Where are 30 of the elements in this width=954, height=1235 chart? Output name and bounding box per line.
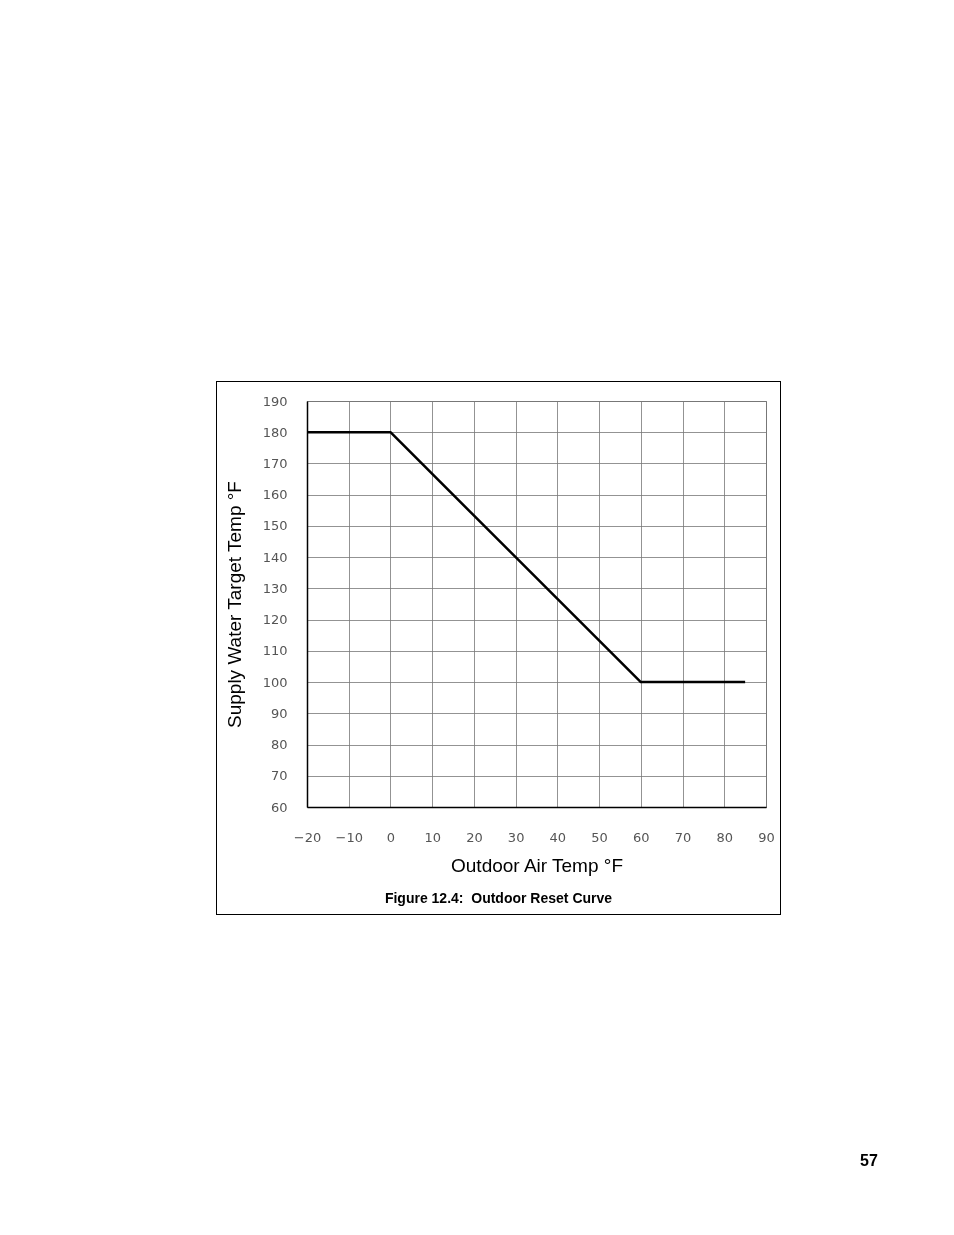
caption: Figure 12.4: Outdoor Reset Curve	[383, 890, 614, 906]
x-tick-label: 10	[424, 829, 441, 845]
x-tick-label: −20	[293, 829, 322, 845]
y-tick-label: 130	[262, 580, 288, 596]
x-tick-label: 40	[549, 829, 567, 845]
y-tick-label: 110	[262, 643, 288, 659]
y-tick-label: 150	[262, 518, 288, 534]
y-tick-label: 190	[262, 393, 288, 409]
y-tick-label: 180	[262, 424, 288, 440]
x-tick-label: 30	[507, 829, 525, 845]
y-tick-label: 100	[262, 674, 288, 690]
x-tick-label: 80	[716, 829, 734, 845]
y-tick-label: 170	[262, 455, 288, 471]
x-tick-label: 60	[633, 829, 650, 845]
y-tick-label: 120	[262, 612, 288, 628]
y-tick-label: 160	[262, 487, 288, 503]
y-tick-label: 90	[270, 705, 288, 721]
y-tick-label: 80	[270, 737, 288, 753]
y-tick-label: 140	[262, 549, 288, 565]
text: 57	[860, 1152, 878, 1170]
y-axis-title: Supply Water Target Temp °F	[223, 481, 245, 728]
x-tick-label: 70	[674, 829, 692, 845]
x-tick-label: 50	[591, 829, 608, 845]
y-tick-label: 60	[270, 799, 288, 815]
x-tick-label: 0	[386, 829, 396, 845]
x-tick-label: 20	[466, 829, 483, 845]
x-tick-label: 90	[758, 829, 775, 845]
x-tick-label: −10	[335, 829, 363, 845]
x-axis-title: Outdoor Air Temp °F	[451, 854, 623, 876]
y-tick-label: 70	[270, 768, 288, 784]
